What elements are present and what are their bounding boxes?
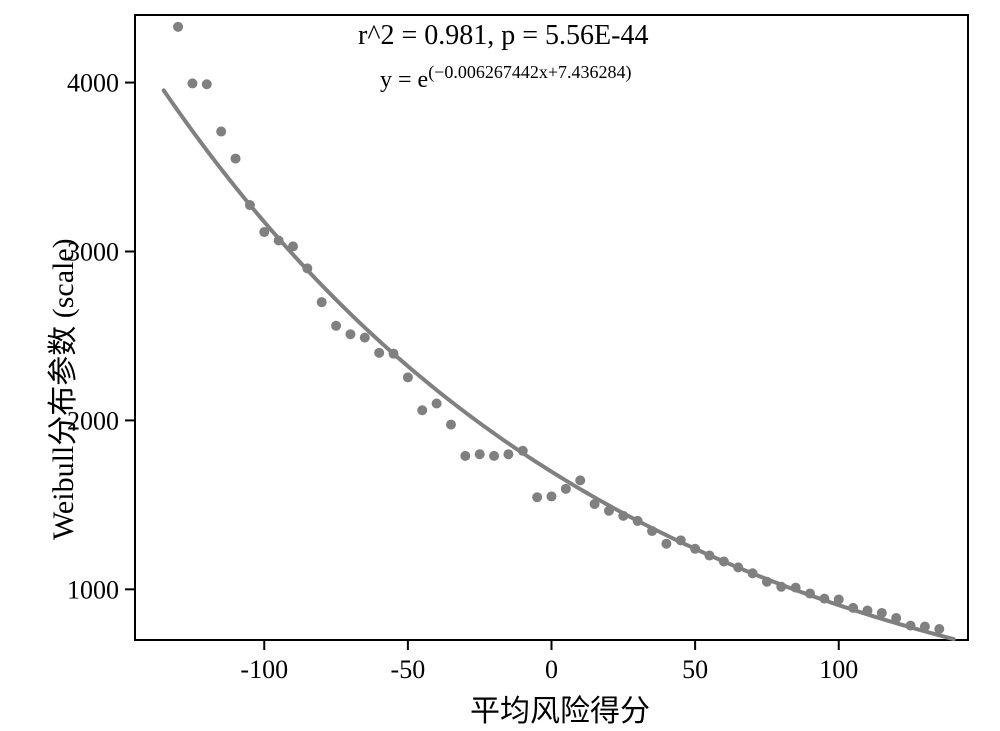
formula-exp: (−0.006267442x+7.436284) [428, 62, 631, 82]
formula-base: y = e [380, 67, 428, 93]
scatter-chart: -100-500501001000200030004000 Weibull分布参… [0, 0, 1000, 731]
svg-text:50: 50 [682, 655, 708, 684]
svg-text:0: 0 [545, 655, 558, 684]
svg-text:-100: -100 [240, 655, 288, 684]
stats-text: r^2 = 0.981, p = 5.56E-44 [358, 20, 648, 52]
svg-text:100: 100 [819, 655, 858, 684]
y-axis-title: Weibull分布参数 (scale) [38, 238, 82, 540]
chart-svg: -100-500501001000200030004000 [0, 0, 1000, 731]
svg-text:-50: -50 [391, 655, 426, 684]
svg-text:1000: 1000 [67, 575, 119, 604]
x-axis-title: 平均风险得分 [60, 686, 1000, 730]
fit-formula: y = e(−0.006267442x+7.436284) [380, 62, 631, 94]
svg-text:4000: 4000 [67, 69, 119, 98]
